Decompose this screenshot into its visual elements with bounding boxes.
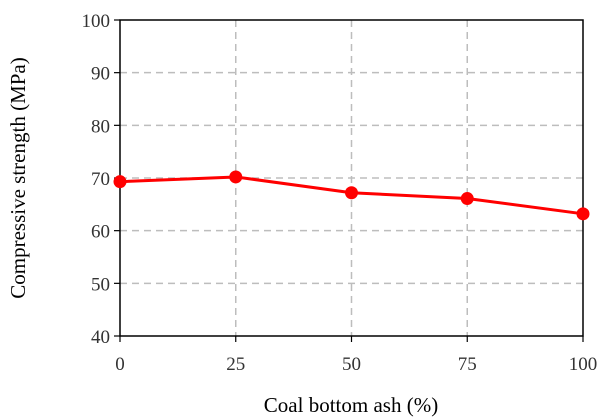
x-tick-label: 50: [342, 354, 361, 375]
y-axis-title: Compressive strength (MPa): [6, 57, 30, 298]
x-tick-label: 25: [226, 354, 245, 375]
y-tick-label: 40: [91, 327, 110, 348]
x-tick-label: 100: [569, 354, 598, 375]
data-point: [460, 192, 474, 206]
x-tick-label: 0: [115, 354, 125, 375]
y-tick-label: 100: [82, 11, 111, 32]
series: [113, 170, 590, 221]
y-axis-ticks: 40 50 60 70 80 90 100: [82, 11, 120, 348]
x-tick-label: 75: [458, 354, 477, 375]
data-point: [345, 186, 358, 200]
x-axis-title: Coal bottom ash (%): [264, 393, 438, 417]
y-tick-label: 50: [91, 274, 110, 295]
y-tick-label: 60: [91, 222, 110, 243]
y-tick-label: 70: [91, 169, 110, 190]
data-point: [113, 175, 127, 189]
x-axis-ticks: 0 25 50 75 100: [115, 336, 597, 375]
y-tick-label: 90: [91, 64, 110, 85]
data-point: [576, 207, 590, 221]
data-point: [229, 170, 243, 184]
y-tick-label: 80: [91, 116, 110, 137]
